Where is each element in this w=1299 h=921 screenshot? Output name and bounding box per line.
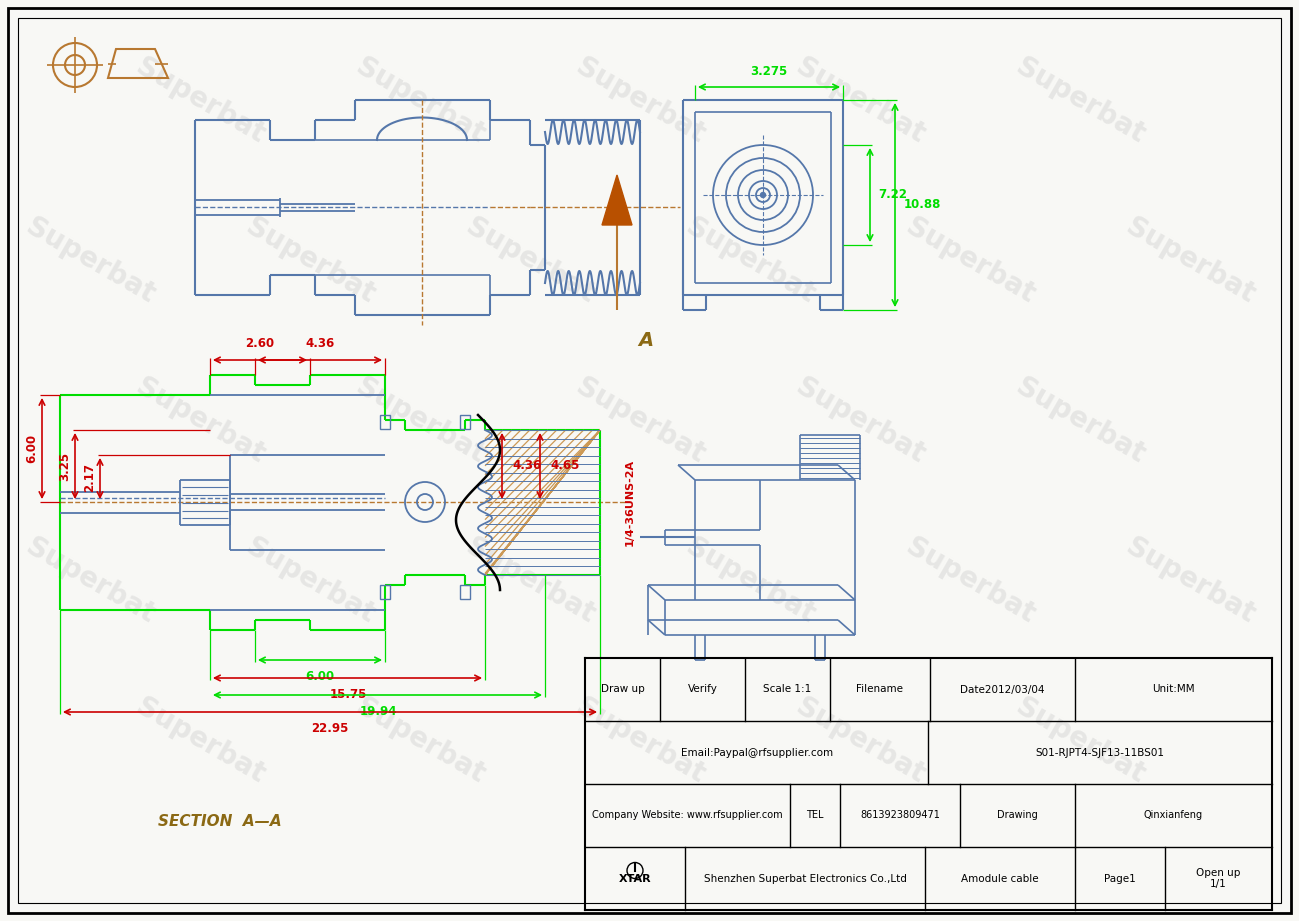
Text: Superbat: Superbat (240, 533, 379, 629)
Text: 3.25: 3.25 (58, 451, 71, 481)
Text: Superbat: Superbat (21, 533, 160, 629)
Text: Verify: Verify (687, 684, 717, 694)
Text: 3.275: 3.275 (751, 65, 787, 78)
Bar (460, 415, 470, 429)
Text: Scale 1:1: Scale 1:1 (764, 684, 812, 694)
Text: Superbat: Superbat (900, 213, 1039, 309)
Text: Draw up: Draw up (600, 684, 644, 694)
Text: Superbat: Superbat (131, 693, 269, 789)
Text: Superbat: Superbat (681, 213, 820, 309)
Text: Superbat: Superbat (681, 533, 820, 629)
Text: Superbat: Superbat (1121, 533, 1260, 629)
Text: Superbat: Superbat (131, 373, 269, 469)
Text: Superbat: Superbat (1121, 213, 1260, 309)
Text: 2.60: 2.60 (246, 337, 274, 350)
Text: 8613923809471: 8613923809471 (860, 810, 940, 821)
Text: Qinxianfeng: Qinxianfeng (1144, 810, 1203, 821)
Text: Superbat: Superbat (351, 52, 490, 149)
Circle shape (760, 192, 765, 197)
Text: Superbat: Superbat (900, 533, 1039, 629)
Text: Filename: Filename (856, 684, 904, 694)
Text: Unit:MM: Unit:MM (1152, 684, 1195, 694)
Text: Superbat: Superbat (791, 52, 929, 149)
Text: Superbat: Superbat (461, 213, 599, 309)
Text: Superbat: Superbat (791, 693, 929, 789)
Text: Company Website: www.rfsupplier.com: Company Website: www.rfsupplier.com (592, 810, 783, 821)
Text: Superbat: Superbat (1011, 693, 1150, 789)
Text: 22.95: 22.95 (312, 722, 348, 735)
Text: 4.36: 4.36 (305, 337, 335, 350)
Text: 19.94: 19.94 (360, 705, 396, 718)
Text: 4.65: 4.65 (549, 460, 579, 472)
Text: A: A (638, 331, 653, 349)
Text: Open up
1/1: Open up 1/1 (1196, 868, 1241, 890)
Text: Superbat: Superbat (461, 533, 599, 629)
Text: Shenzhen Superbat Electronics Co.,Ltd: Shenzhen Superbat Electronics Co.,Ltd (704, 873, 907, 883)
Text: Superbat: Superbat (131, 52, 269, 149)
Text: 6.00: 6.00 (305, 670, 335, 683)
Text: 1/4-36UNS-2A: 1/4-36UNS-2A (625, 459, 635, 545)
Bar (460, 585, 470, 599)
Text: XTAR: XTAR (618, 873, 651, 883)
Text: Date2012/03/04: Date2012/03/04 (960, 684, 1044, 694)
Text: Page1: Page1 (1104, 873, 1135, 883)
Text: S01-RJPT4-SJF13-11BS01: S01-RJPT4-SJF13-11BS01 (1035, 748, 1165, 757)
Text: Superbat: Superbat (570, 373, 709, 469)
Text: Email:Paypal@rfsupplier.com: Email:Paypal@rfsupplier.com (681, 748, 833, 757)
Bar (381, 585, 390, 599)
Text: Superbat: Superbat (1011, 52, 1150, 149)
Text: Drawing: Drawing (998, 810, 1038, 821)
Text: Superbat: Superbat (570, 693, 709, 789)
Bar (381, 415, 390, 429)
Text: 6.00: 6.00 (26, 434, 39, 462)
Polygon shape (601, 175, 633, 225)
Text: 2.17: 2.17 (83, 463, 96, 493)
Text: Superbat: Superbat (240, 213, 379, 309)
Text: 7.22: 7.22 (878, 189, 907, 202)
Text: Superbat: Superbat (1011, 373, 1150, 469)
Text: Superbat: Superbat (21, 213, 160, 309)
Text: Amodule cable: Amodule cable (961, 873, 1039, 883)
Text: 10.88: 10.88 (904, 199, 942, 212)
Text: Superbat: Superbat (570, 52, 709, 149)
Text: TEL: TEL (807, 810, 824, 821)
Text: Superbat: Superbat (791, 373, 929, 469)
Text: Superbat: Superbat (351, 373, 490, 469)
Text: 15.75: 15.75 (330, 688, 366, 701)
Text: SECTION  A—A: SECTION A—A (158, 813, 282, 829)
Text: 4.36: 4.36 (512, 460, 542, 472)
Text: Superbat: Superbat (351, 693, 490, 789)
